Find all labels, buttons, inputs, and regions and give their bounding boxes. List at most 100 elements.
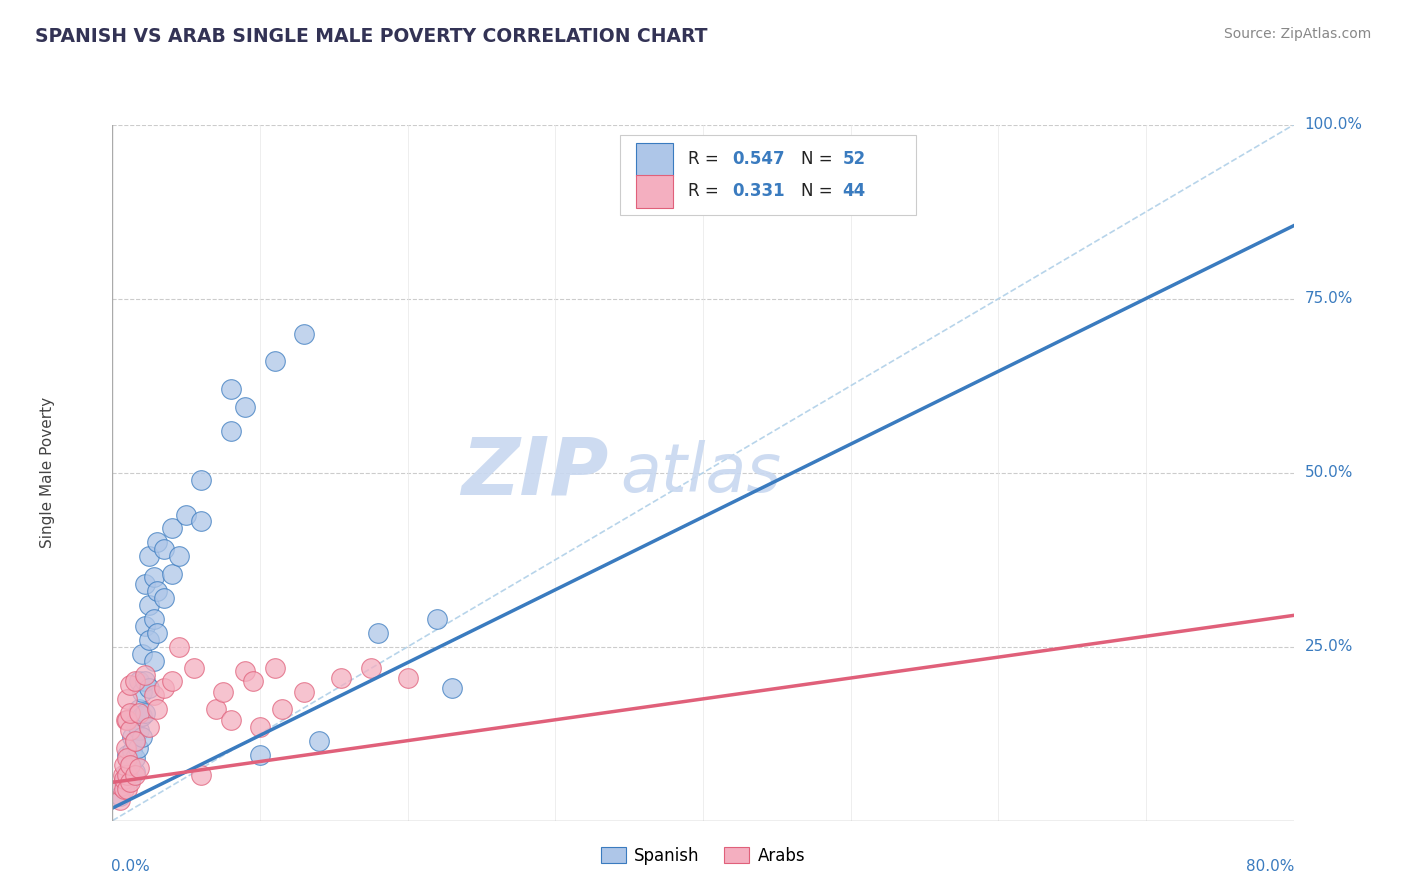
Point	[117, 713, 138, 727]
Point	[127, 740, 149, 755]
Point	[124, 733, 146, 747]
Point	[124, 733, 146, 747]
Point	[120, 775, 142, 789]
Point	[124, 674, 146, 689]
Point	[264, 354, 287, 368]
Point	[249, 747, 271, 762]
Text: atlas: atlas	[620, 440, 782, 506]
Text: N =: N =	[801, 150, 838, 169]
Point	[134, 577, 156, 591]
Text: 0.0%: 0.0%	[111, 859, 150, 874]
Point	[160, 566, 183, 581]
Point	[153, 591, 176, 605]
Point	[117, 768, 138, 782]
Point	[360, 660, 382, 674]
Point	[117, 747, 138, 762]
Text: 0.547: 0.547	[733, 150, 785, 169]
Point	[167, 640, 190, 654]
Point	[160, 521, 183, 535]
Point	[131, 730, 153, 744]
Point	[120, 678, 142, 692]
Text: Single Male Poverty: Single Male Poverty	[39, 397, 55, 549]
Point	[111, 768, 134, 782]
Point	[124, 764, 146, 779]
Point	[233, 664, 256, 678]
Point	[128, 674, 150, 689]
Point	[142, 612, 165, 626]
Point	[146, 625, 169, 640]
Point	[396, 671, 419, 685]
Point	[146, 584, 169, 599]
Text: SPANISH VS ARAB SINGLE MALE POVERTY CORRELATION CHART: SPANISH VS ARAB SINGLE MALE POVERTY CORR…	[35, 27, 707, 45]
Text: N =: N =	[801, 182, 838, 201]
Point	[292, 326, 315, 341]
Point	[114, 713, 136, 727]
Point	[112, 772, 135, 786]
Point	[190, 473, 212, 487]
Text: ZIP: ZIP	[461, 434, 609, 512]
Point	[117, 764, 138, 779]
Point	[131, 647, 153, 661]
Point	[120, 772, 142, 786]
Point	[128, 761, 150, 775]
Point	[205, 702, 228, 716]
Legend: Spanish, Arabs: Spanish, Arabs	[593, 840, 813, 871]
Text: 25.0%: 25.0%	[1305, 640, 1353, 654]
Point	[174, 508, 197, 522]
Point	[134, 667, 156, 681]
Point	[108, 789, 131, 804]
Point	[124, 768, 146, 782]
Point	[121, 744, 143, 758]
Point	[134, 706, 156, 720]
Point	[441, 681, 464, 696]
Point	[219, 382, 242, 396]
Text: 44: 44	[842, 182, 866, 201]
Point	[112, 775, 135, 789]
Point	[249, 720, 271, 734]
Point	[117, 751, 138, 765]
Point	[120, 758, 142, 772]
Point	[190, 515, 212, 529]
Point	[426, 612, 449, 626]
Point	[167, 549, 190, 564]
Point	[146, 535, 169, 549]
Point	[120, 706, 142, 720]
Point	[138, 720, 160, 734]
Point	[124, 716, 146, 731]
Text: Source: ZipAtlas.com: Source: ZipAtlas.com	[1223, 27, 1371, 41]
Point	[117, 692, 138, 706]
Point	[233, 400, 256, 414]
Point	[138, 598, 160, 612]
Text: R =: R =	[688, 182, 724, 201]
Point	[131, 685, 153, 699]
Point	[108, 793, 131, 807]
Point	[117, 782, 138, 797]
Point	[131, 709, 153, 723]
Point	[330, 671, 353, 685]
Point	[292, 685, 315, 699]
Point	[153, 681, 176, 696]
Point	[128, 706, 150, 720]
Point	[219, 713, 242, 727]
Point	[146, 702, 169, 716]
Text: 100.0%: 100.0%	[1305, 118, 1362, 132]
Point	[138, 632, 160, 647]
Point	[264, 660, 287, 674]
Point	[120, 723, 142, 738]
Point	[114, 740, 136, 755]
Point	[271, 702, 294, 716]
Text: 75.0%: 75.0%	[1305, 292, 1353, 306]
Text: R =: R =	[688, 150, 724, 169]
Point	[112, 758, 135, 772]
Text: 80.0%: 80.0%	[1246, 859, 1295, 874]
Point	[153, 542, 176, 557]
Point	[124, 751, 146, 765]
Point	[134, 619, 156, 633]
Point	[138, 681, 160, 696]
Point	[142, 570, 165, 584]
Point	[367, 625, 389, 640]
Bar	[636, 143, 673, 176]
Point	[110, 779, 132, 793]
Point	[183, 660, 205, 674]
Point	[112, 782, 135, 797]
